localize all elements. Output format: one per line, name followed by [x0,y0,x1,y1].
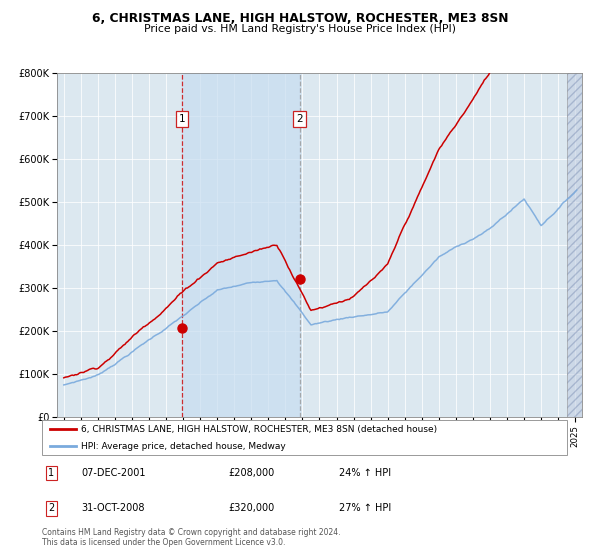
FancyBboxPatch shape [42,420,567,455]
Text: Price paid vs. HM Land Registry's House Price Index (HPI): Price paid vs. HM Land Registry's House … [144,24,456,34]
Text: HPI: Average price, detached house, Medway: HPI: Average price, detached house, Medw… [82,441,286,451]
Text: 2: 2 [49,503,55,514]
Bar [182,73,299,417]
Text: 1: 1 [178,114,185,124]
Text: 2: 2 [296,114,303,124]
Text: 31-OCT-2008: 31-OCT-2008 [82,503,145,514]
Text: 6, CHRISTMAS LANE, HIGH HALSTOW, ROCHESTER, ME3 8SN: 6, CHRISTMAS LANE, HIGH HALSTOW, ROCHEST… [92,12,508,25]
Text: £208,000: £208,000 [229,468,275,478]
Text: Contains HM Land Registry data © Crown copyright and database right 2024.
This d: Contains HM Land Registry data © Crown c… [42,528,341,547]
Text: 1: 1 [49,468,55,478]
Text: 6, CHRISTMAS LANE, HIGH HALSTOW, ROCHESTER, ME3 8SN (detached house): 6, CHRISTMAS LANE, HIGH HALSTOW, ROCHEST… [82,425,437,434]
Text: 07-DEC-2001: 07-DEC-2001 [82,468,146,478]
Text: 27% ↑ HPI: 27% ↑ HPI [338,503,391,514]
Bar [566,73,582,417]
Text: £320,000: £320,000 [229,503,275,514]
Text: 24% ↑ HPI: 24% ↑ HPI [338,468,391,478]
